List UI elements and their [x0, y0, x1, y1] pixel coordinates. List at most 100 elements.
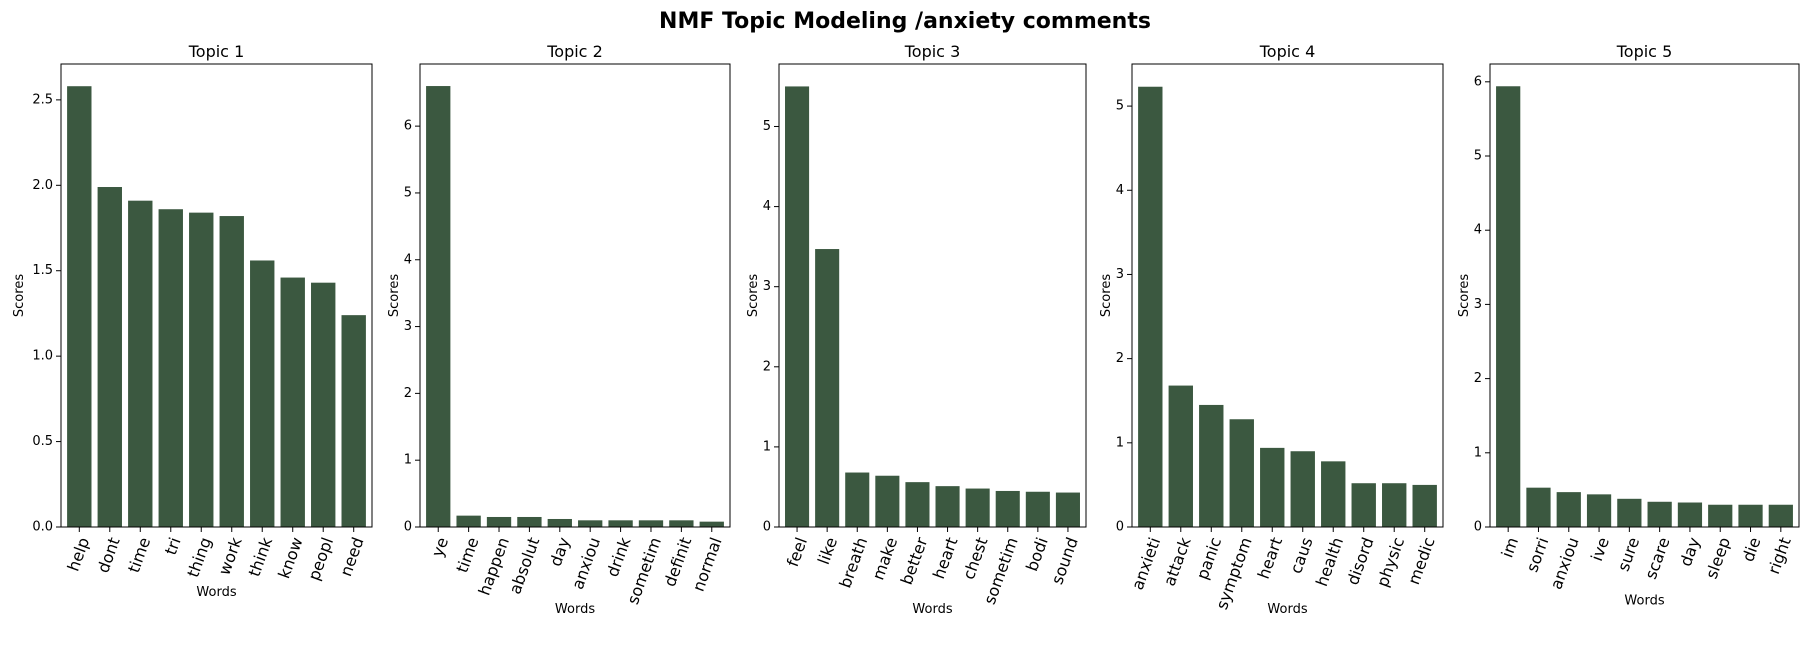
axes-frame — [60, 63, 373, 528]
bar — [158, 209, 183, 527]
y-tick-label: 6 — [1474, 74, 1482, 89]
bar — [785, 86, 810, 527]
y-tick-label: 2 — [763, 359, 771, 374]
y-tick-label: 0 — [1474, 520, 1482, 535]
x-tick-label: time — [452, 535, 482, 575]
bar — [67, 86, 92, 528]
y-tick-label: 3 — [763, 279, 771, 294]
x-axis-label: Words — [196, 585, 236, 600]
bar — [935, 486, 960, 527]
bar — [341, 315, 366, 527]
x-tick-label: attack — [1160, 534, 1195, 588]
bar — [965, 488, 990, 527]
panel-title: Topic 3 — [904, 42, 961, 61]
bar — [1496, 86, 1521, 527]
x-tick-label: ive — [1587, 535, 1613, 564]
bar — [1055, 492, 1080, 527]
bar — [1290, 451, 1315, 527]
bar — [486, 516, 512, 527]
bar — [1586, 494, 1612, 527]
y-tick-label: 4 — [1474, 223, 1482, 238]
x-axis-label: Words — [1267, 602, 1307, 617]
y-tick-label: 6 — [404, 119, 412, 134]
bar — [189, 212, 214, 528]
y-axis-label: Scores — [1099, 274, 1114, 317]
x-tick-label: chest — [959, 535, 992, 582]
x-tick-label: make — [868, 535, 901, 583]
x-tick-label: panic — [1193, 535, 1226, 582]
bar — [547, 518, 572, 527]
x-tick-label: know — [274, 535, 306, 581]
x-tick-label: anxiou — [568, 535, 604, 592]
x-tick-label: need — [336, 535, 368, 579]
x-tick-label: heart — [1254, 535, 1286, 582]
y-axis-label: Scores — [746, 274, 761, 317]
y-tick-label: 0.0 — [32, 520, 53, 535]
x-axis-label: Words — [912, 602, 952, 617]
x-axis-label: Words — [555, 602, 595, 617]
x-tick-label: feel — [783, 535, 811, 569]
y-axis-label: Scores — [387, 274, 402, 317]
axes-frame — [419, 63, 731, 528]
panel-title: Topic 2 — [546, 42, 603, 61]
y-tick-label: 5 — [404, 185, 412, 200]
y-tick-label: 1 — [404, 453, 412, 468]
x-tick-label: like — [814, 535, 841, 567]
x-tick-label: bodi — [1022, 535, 1052, 574]
y-axis-label: Scores — [1457, 274, 1472, 317]
bar — [578, 520, 603, 527]
x-axis-label: Words — [1624, 594, 1664, 609]
y-tick-label: 1 — [1116, 435, 1124, 450]
bar — [638, 520, 664, 527]
bar — [1617, 498, 1642, 527]
x-tick-label: day — [1676, 535, 1704, 569]
y-tick-label: 2 — [1116, 351, 1124, 366]
x-tick-label: physic — [1373, 535, 1408, 590]
x-tick-label: anxiou — [1546, 535, 1582, 592]
y-tick-label: 1.0 — [32, 349, 53, 364]
y-tick-label: 2.5 — [32, 92, 53, 107]
y-tick-label: 0 — [1116, 520, 1124, 535]
x-tick-label: day — [546, 535, 574, 569]
bar — [1708, 504, 1733, 527]
bar — [1412, 484, 1437, 527]
y-tick-label: 0 — [763, 520, 771, 535]
bar — [97, 187, 122, 528]
bar — [311, 282, 336, 527]
panel-title: Topic 1 — [188, 42, 245, 61]
x-tick-label: time — [124, 535, 154, 575]
bar — [426, 86, 451, 528]
x-tick-label: dont — [93, 535, 123, 576]
x-tick-label: die — [1738, 535, 1764, 564]
bar — [517, 516, 542, 527]
y-tick-label: 4 — [1116, 183, 1124, 198]
bar — [669, 520, 694, 527]
bar — [1351, 483, 1376, 527]
bar — [845, 472, 870, 527]
x-tick-label: disord — [1343, 535, 1378, 588]
bar — [608, 520, 633, 527]
bar — [1229, 419, 1254, 527]
bar — [1382, 483, 1407, 527]
y-axis-label: Scores — [12, 274, 27, 317]
bar — [1138, 86, 1163, 527]
x-tick-label: think — [245, 534, 277, 579]
x-tick-label: sorri — [1522, 535, 1552, 575]
x-tick-label: medic — [1404, 535, 1439, 587]
x-tick-label: help — [64, 535, 94, 574]
x-tick-label: scare — [1641, 535, 1674, 582]
bar — [280, 277, 305, 527]
x-tick-label: peopl — [304, 535, 337, 583]
axes-frame — [1131, 63, 1444, 528]
panel-title: Topic 4 — [1259, 42, 1316, 61]
y-tick-label: 2.0 — [32, 178, 53, 193]
x-tick-label: sound — [1047, 535, 1081, 587]
bar — [1768, 504, 1793, 527]
x-tick-label: work — [215, 534, 246, 578]
bar — [1738, 504, 1763, 527]
bar — [1199, 404, 1224, 527]
